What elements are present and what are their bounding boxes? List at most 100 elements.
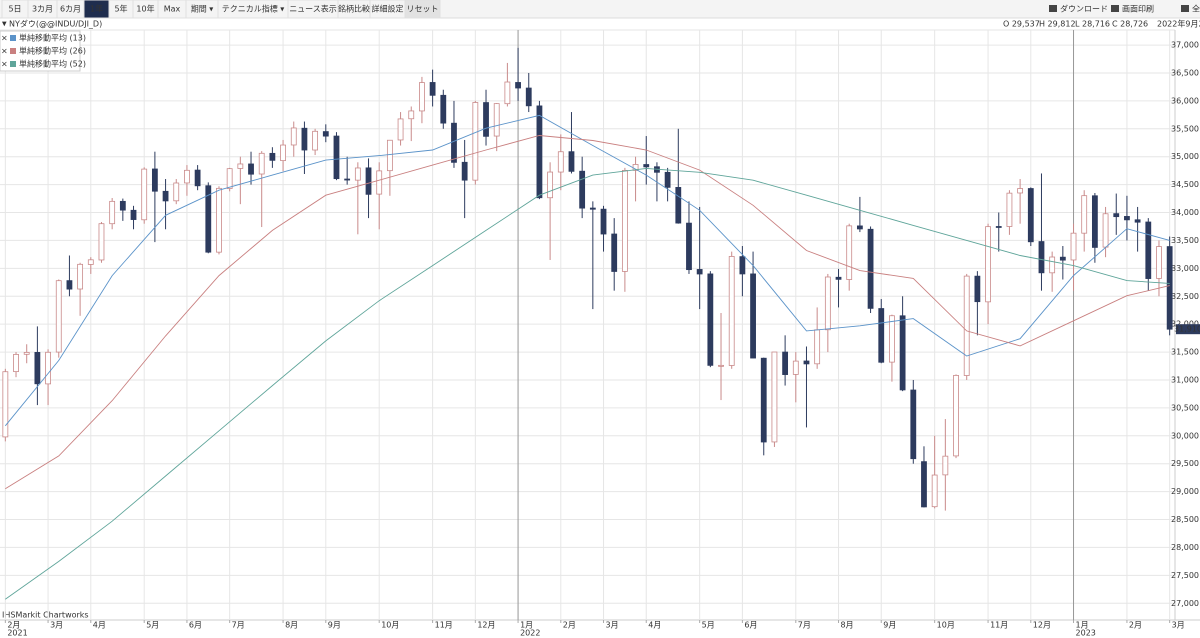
toolbar-button-label[interactable]: 詳細設定 [372,4,404,14]
toolbar-right-label[interactable]: 全 [1192,4,1200,14]
toolbar-icon[interactable] [1181,5,1189,12]
moving-average-line [5,135,1170,490]
y-tick-label: 36,000 [1171,96,1199,105]
candle-body [461,161,468,181]
candle-body [1006,192,1013,227]
candle-body [290,127,297,146]
candle-body [664,171,671,188]
toolbar-button-label[interactable]: 5年 [114,4,127,14]
candle-body [835,276,842,280]
year-label: 2023 [1076,629,1096,638]
candle-body [344,178,351,181]
candle-body [675,187,682,224]
x-tick-label: 6月 [189,621,202,630]
candle-body [1081,195,1088,234]
y-tick-label: 34,500 [1171,180,1199,189]
y-tick-label: 29,000 [1171,487,1199,496]
toolbar-button-label[interactable]: テクニカル指標 ▾ [222,4,285,14]
candle-body [119,200,126,211]
candle-body [1124,216,1130,221]
candle-body [194,169,201,187]
year-label: 2021 [7,629,27,638]
toolbar-button-label[interactable]: 6カ月 [60,5,81,14]
info-ohlc: L 28,716 [1075,20,1110,29]
x-tick-label: 11月 [435,621,453,630]
candle-body [643,164,650,168]
candle-body [141,168,148,221]
toolbar-right-label[interactable]: 画面印刷 [1122,5,1154,14]
toolbar-button-label[interactable]: ニュース表示 [289,4,337,14]
x-tick-label: 11月 [990,621,1008,630]
candle-body [547,171,554,199]
info-ohlc: H 29,812 [1039,20,1076,29]
toolbar-button-label[interactable]: 10年 [136,4,154,14]
candle-body [985,226,991,303]
candle-body [621,169,628,272]
info-ohlc: C 28,726 [1112,20,1148,29]
y-tick-label: 33,500 [1171,236,1199,245]
candle-body [322,131,329,137]
candle-body [846,225,853,280]
y-tick-label: 27,500 [1171,571,1199,580]
y-tick-label: 27,000 [1171,599,1199,608]
toolbar-icon[interactable] [1111,5,1119,12]
y-tick-label: 30,500 [1171,403,1199,412]
x-tick-label: 3月 [50,621,63,630]
candle-body [963,275,970,376]
toolbar-button-label[interactable]: 銘柄比較 [338,4,370,14]
x-tick-label: 2月 [563,621,576,630]
x-tick-label: 8月 [285,621,298,630]
toolbar-button-label[interactable]: 3カ月 [32,5,53,14]
candle-body [504,81,511,105]
candle-body [280,144,286,162]
candle-body [248,163,254,175]
toolbar-button[interactable] [404,0,441,19]
candle-body [493,103,500,137]
legend-remove[interactable]: × [1,47,8,56]
y-tick-label: 31,000 [1171,375,1199,384]
candle-body [483,102,489,137]
toolbar-button-label[interactable]: 1年 [90,4,103,14]
toolbar-right-label[interactable]: ダウンロード [1060,4,1108,14]
x-tick-label: 7月 [798,621,811,630]
legend-label: 単純移動平均 (26) [19,46,86,56]
candle-body [1049,256,1056,274]
candle-body [23,352,30,355]
candle-body [45,351,51,385]
legend-remove[interactable]: × [1,60,8,69]
candle-body [771,351,778,443]
candle-body [333,135,340,180]
candle-body [739,256,746,275]
x-tick-label: 1月 [520,621,533,630]
candle-body [397,118,404,141]
legend-remove[interactable]: × [1,34,8,43]
candle-body [589,207,596,210]
legend-swatch [10,35,16,41]
candle-body [376,170,383,195]
candle-body [568,151,575,172]
candle-body [718,364,724,367]
toolbar-button-label[interactable]: Max [164,5,181,14]
candle-body [55,280,62,353]
toolbar-button-label[interactable]: 5日 [8,5,21,14]
candle-body [429,82,436,96]
x-tick-label: 3月 [606,621,619,630]
candle-body [34,352,41,385]
y-tick-label: 36,500 [1171,68,1199,77]
y-tick-label: 29,500 [1171,459,1199,468]
candle-body [953,375,959,457]
candle-body [1156,246,1162,279]
toolbar-icon[interactable] [1049,5,1057,12]
x-tick-label: 5月 [146,621,159,630]
toolbar-button-label[interactable]: 期間 ▾ [191,5,214,14]
candle-body [162,190,169,202]
info-date: 2022年9月26日 [1157,19,1200,29]
candle-body [856,225,863,230]
toolbar-button-label[interactable]: リセット [407,5,439,14]
last-price-box [1176,324,1200,335]
y-tick-label: 30,000 [1171,431,1199,440]
candle-body [515,82,521,89]
candle-body [899,315,906,391]
candle-body [269,152,276,161]
